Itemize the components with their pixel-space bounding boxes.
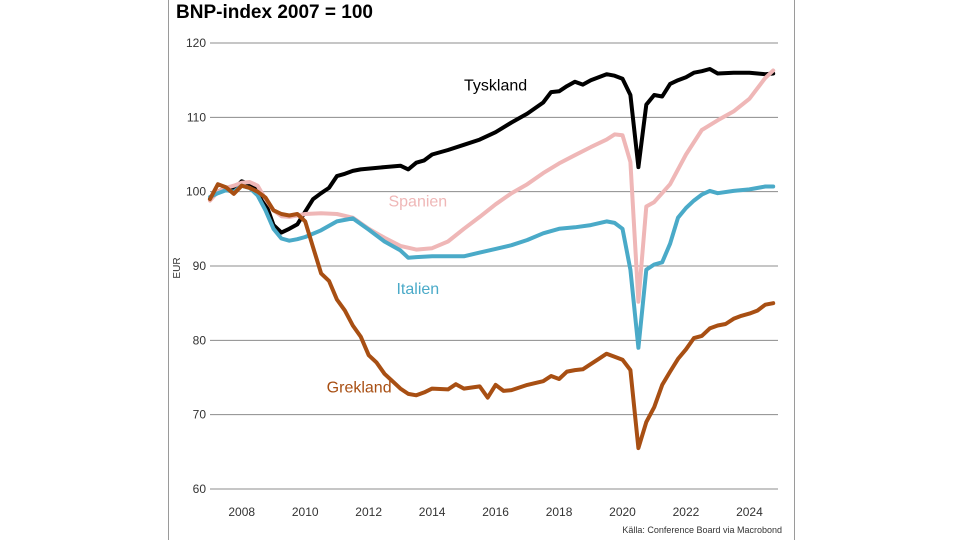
x-tick-2022: 2022 xyxy=(673,505,700,519)
y-tick-100: 100 xyxy=(186,185,206,199)
y-tick-110: 110 xyxy=(187,110,206,124)
x-tick-2014: 2014 xyxy=(419,505,446,519)
x-tick-2012: 2012 xyxy=(355,505,382,519)
label-spanien: Spanien xyxy=(388,194,447,211)
chart-title: BNP-index 2007 = 100 xyxy=(176,2,373,23)
series-line-tyskland xyxy=(208,67,776,235)
series-labels: Tyskland Spanien Italien Grekland xyxy=(327,78,527,397)
series-line-grekland xyxy=(208,182,776,451)
x-tick-2016: 2016 xyxy=(482,505,509,519)
x-tick-labels: 2008 2010 2012 2014 2016 2018 2020 2022 2024 xyxy=(228,505,763,519)
y-tick-80: 80 xyxy=(193,333,207,347)
source-note: Källa: Conference Board via Macrobond xyxy=(622,525,782,535)
x-tick-2024: 2024 xyxy=(736,505,763,519)
y-tick-70: 70 xyxy=(193,408,207,422)
x-tick-2018: 2018 xyxy=(546,505,573,519)
y-tick-120: 120 xyxy=(186,36,206,50)
label-italien: Italien xyxy=(396,281,439,298)
label-tyskland: Tyskland xyxy=(464,78,527,95)
label-grekland: Grekland xyxy=(327,379,392,396)
series-line-italien xyxy=(208,183,776,350)
y-tick-60: 60 xyxy=(193,482,207,496)
x-tick-2020: 2020 xyxy=(609,505,636,519)
frame-left-border xyxy=(168,0,169,540)
x-tick-2010: 2010 xyxy=(292,505,319,519)
x-tick-2008: 2008 xyxy=(228,505,255,519)
frame-right-border xyxy=(794,0,795,540)
series-line-spanien xyxy=(208,68,776,304)
y-tick-labels: 60 70 80 90 100 110 120 xyxy=(186,36,206,496)
y-tick-90: 90 xyxy=(193,259,207,273)
y-axis-label: EUR xyxy=(172,257,183,278)
grid-lines xyxy=(210,42,778,490)
series-lines xyxy=(208,67,776,451)
